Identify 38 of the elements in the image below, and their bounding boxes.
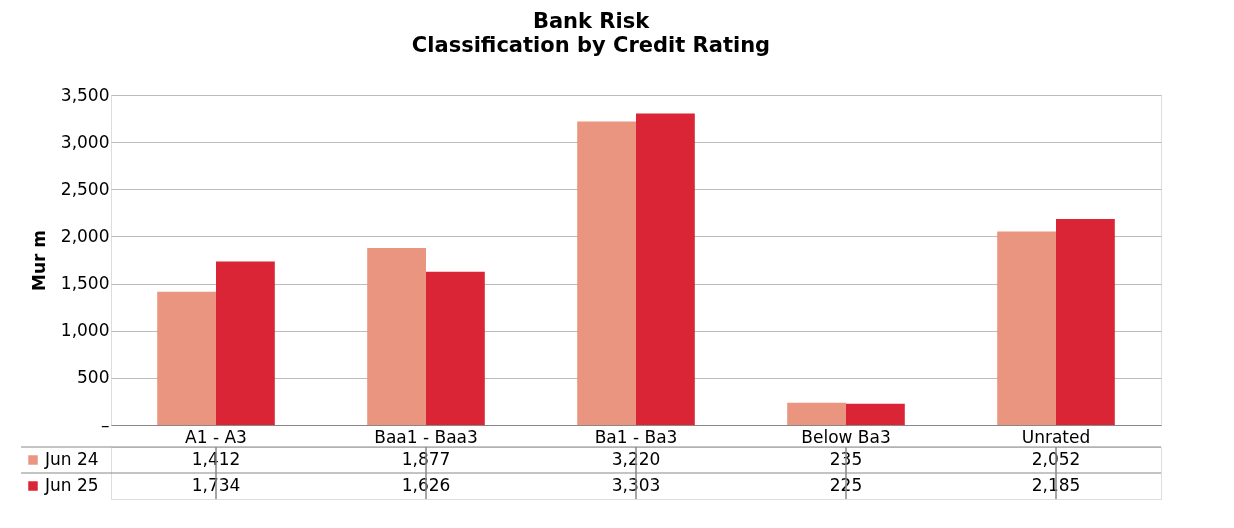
x-tick-label: Below Ba3 <box>801 426 891 447</box>
data-label: 3,220 <box>611 449 661 469</box>
bar <box>426 271 485 425</box>
data-label: 1,626 <box>401 475 451 495</box>
bar <box>367 248 426 425</box>
y-tick-label: 3,000 <box>60 131 110 152</box>
bar <box>577 121 636 425</box>
y-axis-title: Mur m <box>28 229 49 292</box>
bar <box>216 261 275 425</box>
y-tick-label: 1,500 <box>60 273 110 294</box>
bar <box>846 403 905 425</box>
legend-label: Jun 24 <box>44 449 99 469</box>
y-tick-label: 1,000 <box>60 320 110 341</box>
y-tick-label: 500 <box>77 367 110 388</box>
data-label: 2,052 <box>1031 449 1081 469</box>
legend-label: Jun 25 <box>44 475 99 495</box>
data-label: 1,877 <box>401 449 451 469</box>
bar <box>1056 218 1115 425</box>
bar <box>787 402 846 425</box>
data-label: 1,734 <box>191 475 241 495</box>
bar <box>636 113 695 425</box>
x-tick-label: Ba1 - Ba3 <box>594 426 678 447</box>
x-tick-label: Unrated <box>1021 426 1091 447</box>
y-tick-label: 2,000 <box>60 225 110 246</box>
data-label: 2,185 <box>1031 475 1081 495</box>
data-label: 235 <box>829 449 863 469</box>
data-label: 3,303 <box>611 475 661 495</box>
chart-subtitle: Classification by Credit Rating <box>411 32 771 57</box>
x-tick-label: A1 - A3 <box>185 426 247 447</box>
y-tick-label: 3,500 <box>60 84 110 105</box>
bar <box>997 231 1056 425</box>
bar <box>157 291 216 425</box>
y-tick-label: 2,500 <box>60 178 110 199</box>
data-label: 1,412 <box>191 449 241 469</box>
chart-title: Bank Risk <box>532 8 651 33</box>
x-tick-label: Baa1 - Baa3 <box>374 426 478 447</box>
data-label: 225 <box>829 475 863 495</box>
y-tick-label: – <box>101 414 110 435</box>
